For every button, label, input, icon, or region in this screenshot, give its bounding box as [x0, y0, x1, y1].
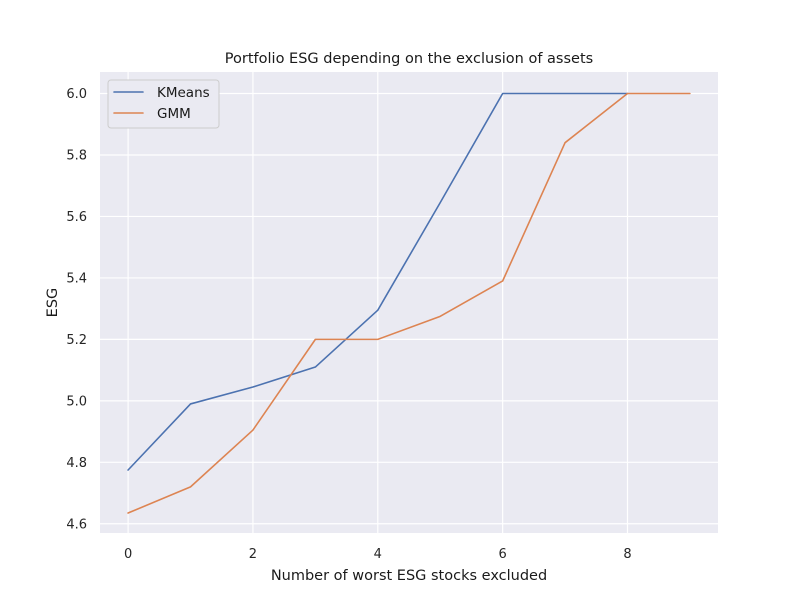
y-tick-label: 6.0	[66, 87, 87, 102]
legend: KMeans GMM	[107, 79, 220, 129]
legend-label-kmeans: KMeans	[157, 85, 210, 101]
tick-labels: 0 2 4 6 8 4.6 4.8 5.0 5.2 5.4 5.6 5.8 6.0	[66, 87, 631, 562]
legend-label-gmm: GMM	[157, 106, 191, 122]
x-axis-label: Number of worst ESG stocks excluded	[271, 568, 547, 584]
x-tick-label: 4	[374, 547, 382, 562]
x-tick-label: 2	[249, 547, 257, 562]
x-tick-label: 8	[623, 547, 631, 562]
chart-title: Portfolio ESG depending on the exclusion…	[225, 51, 593, 67]
plot-area	[100, 72, 718, 533]
y-tick-label: 5.8	[66, 148, 87, 163]
y-axis-label: ESG	[45, 288, 61, 318]
series-line-kmeans	[127, 92, 629, 471]
y-tick-label: 5.6	[66, 210, 87, 225]
x-tick-label: 0	[124, 547, 132, 562]
y-tick-label: 5.4	[66, 271, 87, 286]
y-tick-label: 5.2	[66, 333, 87, 348]
x-tick-label: 6	[498, 547, 506, 562]
series-layer	[127, 92, 691, 514]
y-tick-label: 4.6	[66, 517, 87, 532]
y-tick-label: 4.8	[66, 456, 87, 471]
y-tick-label: 5.0	[66, 394, 87, 409]
series-line-gmm	[127, 92, 691, 514]
